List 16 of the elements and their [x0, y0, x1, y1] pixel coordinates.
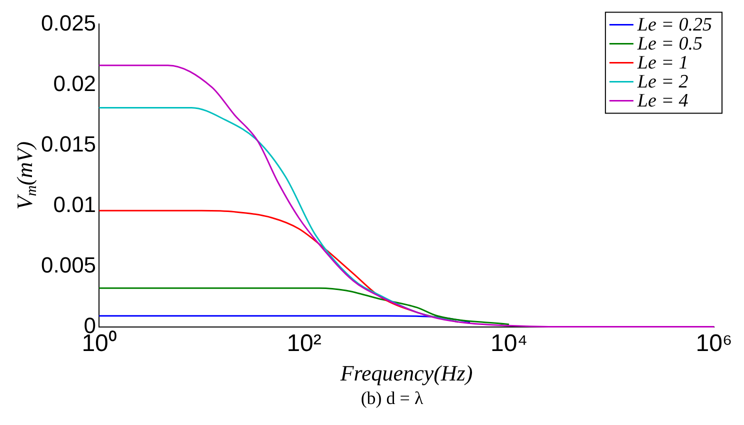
- y-axis-title: Vm(mV): [12, 141, 40, 210]
- legend-label: Le = 0.25: [636, 14, 712, 36]
- x-axis-title: Frequency(Hz): [339, 360, 473, 386]
- text: (b) d = λ: [360, 388, 424, 409]
- legend-label: Le = 4: [636, 90, 689, 112]
- x-tick-label: 10²: [286, 330, 322, 357]
- y-tick-label: 0.01: [53, 192, 96, 217]
- y-tick-label: 0.025: [40, 10, 96, 36]
- y-tick-label: 0.015: [40, 131, 96, 156]
- y-tick-label: 0.02: [53, 70, 96, 96]
- x-tick-label: 10⁶: [696, 330, 732, 357]
- legend-label: Le = 0.5: [636, 34, 703, 55]
- legend-label: Le = 2: [636, 72, 689, 93]
- x-tick-label: 10⁴: [490, 330, 528, 357]
- legend-label: Le = 1: [636, 52, 688, 74]
- y-tick-label: 0.005: [40, 252, 96, 278]
